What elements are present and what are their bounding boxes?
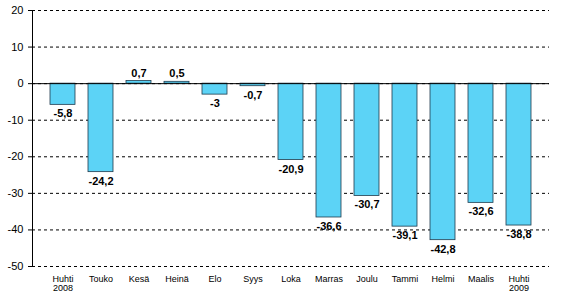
svg-text:Huhti2009: Huhti2009 (508, 274, 529, 293)
svg-text:Elo: Elo (208, 274, 221, 284)
svg-text:20: 20 (11, 4, 23, 16)
svg-text:-10: -10 (8, 114, 24, 126)
svg-text:10: 10 (11, 41, 23, 53)
svg-text:Helmi: Helmi (431, 274, 454, 284)
svg-text:Syys: Syys (243, 274, 263, 284)
svg-text:0,5: 0,5 (169, 67, 184, 79)
svg-text:-30: -30 (8, 187, 24, 199)
svg-text:Tammi: Tammi (392, 274, 419, 284)
svg-text:-39,1: -39,1 (392, 229, 417, 241)
svg-text:Huhti2008: Huhti2008 (52, 274, 73, 293)
svg-text:Touko: Touko (89, 274, 113, 284)
svg-text:-0,7: -0,7 (244, 89, 263, 101)
svg-text:-30,7: -30,7 (354, 198, 379, 210)
svg-text:0: 0 (17, 77, 23, 89)
svg-text:-36,6: -36,6 (316, 220, 341, 232)
svg-text:-50: -50 (8, 260, 24, 272)
svg-text:Maalis: Maalis (468, 274, 495, 284)
svg-text:Kesä: Kesä (129, 274, 150, 284)
svg-text:-38,8: -38,8 (506, 228, 531, 240)
svg-text:-40: -40 (8, 223, 24, 235)
svg-text:-20: -20 (8, 150, 24, 162)
svg-text:-20,9: -20,9 (278, 163, 303, 175)
svg-text:-24,2: -24,2 (88, 175, 113, 187)
svg-text:Heinä: Heinä (165, 274, 189, 284)
svg-text:0,7: 0,7 (131, 67, 146, 79)
svg-text:-5,8: -5,8 (54, 107, 73, 119)
svg-text:Joulu: Joulu (356, 274, 378, 284)
svg-text:-32,6: -32,6 (468, 205, 493, 217)
svg-text:-3: -3 (210, 97, 220, 109)
svg-text:-42,8: -42,8 (430, 243, 455, 255)
svg-text:Loka: Loka (281, 274, 301, 284)
svg-text:Marras: Marras (315, 274, 344, 284)
